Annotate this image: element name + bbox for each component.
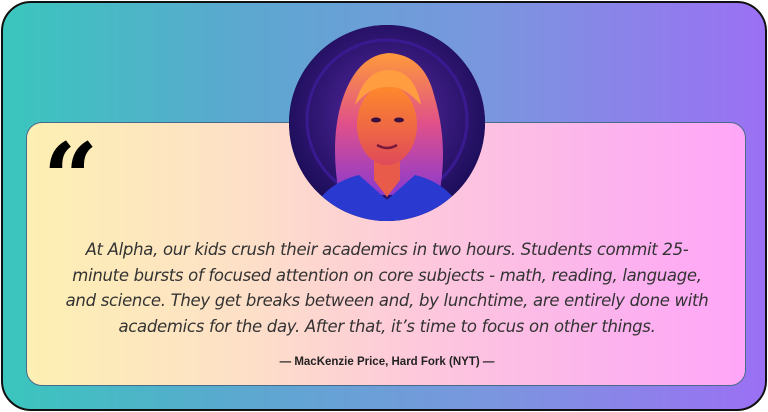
- speaker-portrait: [289, 25, 485, 221]
- quote-mark-icon: “: [43, 122, 99, 235]
- quote-text: At Alpha, our kids crush their academics…: [65, 240, 709, 336]
- quote-attribution: — MacKenzie Price, Hard Fork (NYT) —: [279, 356, 495, 368]
